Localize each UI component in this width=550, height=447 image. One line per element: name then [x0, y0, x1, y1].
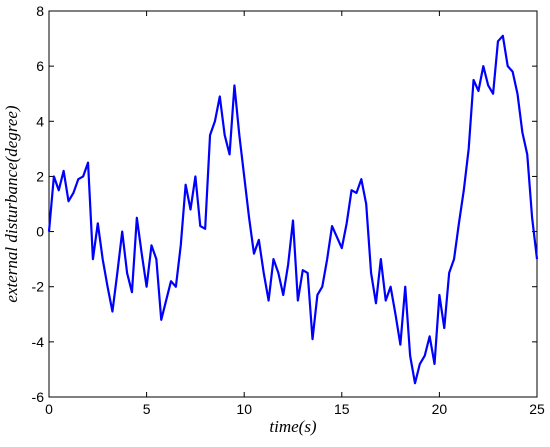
x-tick-label: 15 — [334, 401, 350, 417]
y-tick-label: 0 — [36, 224, 44, 240]
x-tick-label: 10 — [236, 401, 252, 417]
x-tick-label: 0 — [45, 401, 53, 417]
x-tick-label: 20 — [432, 401, 448, 417]
y-tick-label: -6 — [32, 389, 45, 405]
y-tick-label: 4 — [36, 113, 44, 129]
x-axis-label: time(s) — [269, 417, 317, 436]
data-line — [47, 34, 539, 385]
y-tick-label: 6 — [36, 58, 44, 74]
y-axis-label: external disturbance(degree) — [2, 105, 21, 302]
y-tick-label: -2 — [32, 279, 45, 295]
y-tick-label: -4 — [32, 334, 45, 350]
plot-frame — [48, 10, 538, 398]
y-tick-label: 8 — [36, 3, 44, 19]
x-tick-label: 25 — [529, 401, 545, 417]
y-tick-label: 2 — [36, 168, 44, 184]
x-tick-label: 5 — [143, 401, 151, 417]
